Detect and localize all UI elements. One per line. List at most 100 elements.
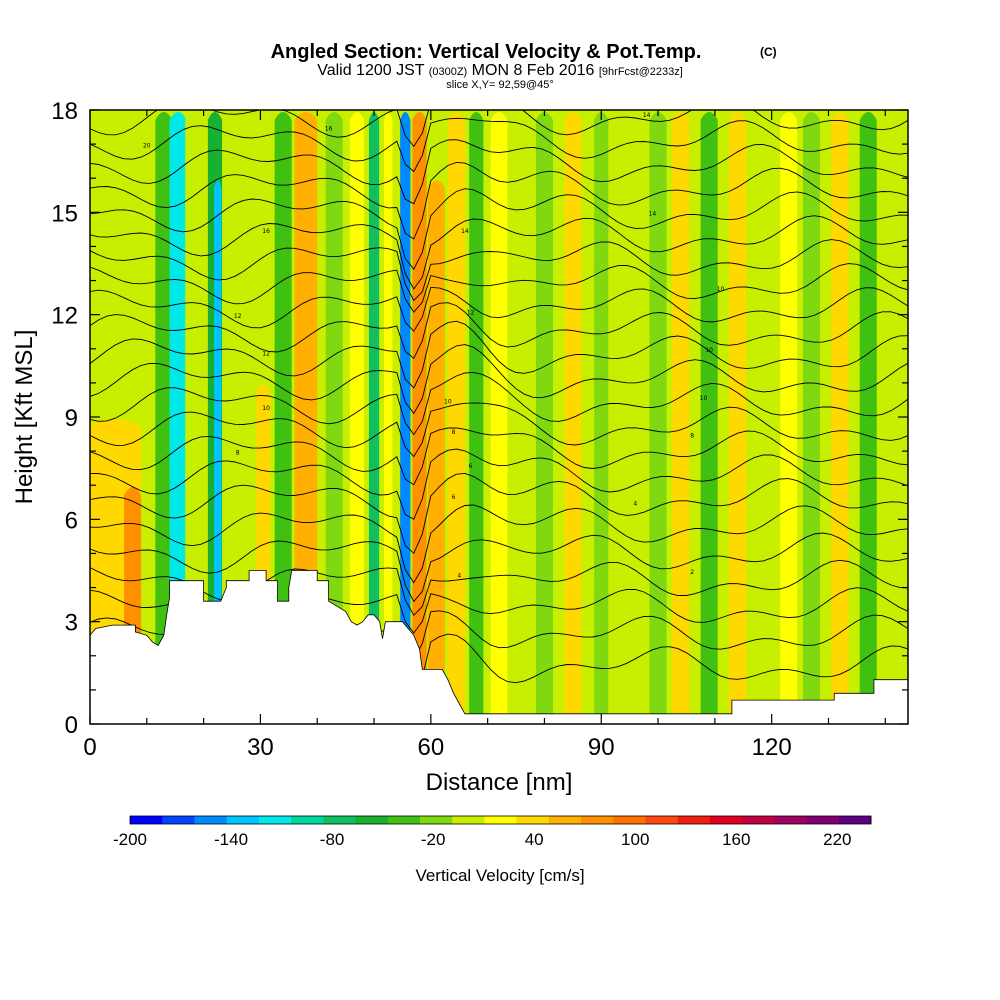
velocity-band-33 [802, 112, 820, 724]
y-tick-label: 0 [65, 712, 78, 739]
y-axis-title: Height [Kft MSL] [11, 330, 38, 505]
velocity-band-23 [535, 112, 553, 724]
terrain [90, 570, 908, 724]
velocity-band-22 [513, 112, 531, 724]
y-tick-label: 15 [51, 200, 78, 227]
contour-label-3: 16 [262, 228, 270, 235]
colorbar-swatch [419, 816, 453, 824]
isentrope-line-16 [90, 239, 908, 302]
isentrope-line-15 [90, 263, 908, 313]
slice-text: slice X,Y= 92,59@45° [446, 79, 554, 91]
colorbar-swatch [709, 816, 743, 824]
colorbar-swatch [355, 816, 389, 824]
x-tick-label: 30 [247, 734, 274, 761]
velocity-band-4 [169, 112, 187, 724]
colorbar-swatch [645, 816, 679, 824]
colorbar-swatch [677, 816, 711, 824]
colorbar-swatch [130, 816, 163, 824]
chart-title: Angled Section: Vertical Velocity & Pot.… [271, 41, 702, 63]
velocity-band-32 [780, 112, 798, 724]
colorbar-tick-label: -140 [214, 830, 248, 849]
x-tick-label: 120 [752, 734, 792, 761]
velocity-band-30 [729, 112, 747, 724]
contour-label-20: 4 [457, 572, 461, 579]
colorbar-swatch [452, 816, 485, 824]
velocity-band-18 [427, 180, 446, 724]
colorbar-swatch [291, 816, 324, 824]
contour-label-0: 20 [143, 143, 151, 150]
terrain-fill [90, 570, 908, 724]
colorbar-swatch [258, 816, 292, 824]
colorbar-title: Vertical Velocity [cm/s] [415, 866, 584, 885]
velocity-band-28 [672, 112, 690, 724]
velocity-band-35 [859, 112, 877, 724]
isentrope-line-19 [90, 161, 908, 240]
velocity-band-3 [155, 112, 173, 724]
isentrope-line-14 [90, 286, 908, 332]
y-tick-label: 12 [51, 303, 78, 330]
contour-label-19: 4 [633, 501, 637, 508]
velocity-band-24 [564, 112, 582, 724]
velocity-band-5 [185, 112, 200, 724]
isentrope-line-11 [90, 344, 908, 415]
colorbar-swatch [516, 816, 550, 824]
contour-label-13: 10 [700, 395, 708, 402]
colorbar-tick-label: 100 [621, 830, 649, 849]
y-tick-label: 9 [65, 405, 78, 432]
velocity-band-15 [383, 112, 393, 724]
contour-label-9: 12 [262, 351, 270, 358]
isentrope-line-17 [90, 215, 908, 290]
subtitle-utc: (0300Z) [429, 66, 468, 78]
velocity-band-31 [751, 112, 769, 724]
subtitle-valid: Valid 1200 JST [317, 62, 425, 79]
isentrope-line-10 [90, 371, 908, 436]
colorbar-tick-label: 220 [823, 830, 851, 849]
isentrope-line-12 [90, 320, 908, 389]
x-axis-title: Distance [nm] [426, 769, 573, 796]
velocity-band-8 [229, 112, 247, 724]
colorbar-swatch [194, 816, 228, 824]
colorbar-swatch [774, 816, 808, 824]
isentrope-line-7 [90, 448, 908, 520]
colorbar-swatch [162, 816, 195, 824]
velocity-band-26 [621, 112, 639, 724]
contour-label-14: 8 [236, 450, 240, 457]
isentrope-line-21 [90, 117, 908, 173]
colorbar-swatch [323, 816, 357, 824]
contour-label-15: 8 [452, 429, 456, 436]
chart-title-unit: (C) [760, 45, 777, 59]
y-tick-label: 18 [51, 98, 78, 125]
contour-label-11: 10 [262, 405, 270, 412]
colorbar: -200 -140 -80 -20 40 100 160 220 [113, 815, 872, 849]
y-tick-label: 3 [65, 610, 78, 637]
colorbar-tick-label: -200 [113, 830, 147, 849]
colorbar-swatch [548, 816, 582, 824]
isentrope-line-22 [90, 110, 908, 148]
contour-label-7: 12 [467, 310, 475, 317]
x-tick-label: 60 [417, 734, 444, 761]
y-tick-label: 6 [65, 507, 78, 534]
contour-label-1: 16 [325, 125, 333, 132]
colorbar-swatch [613, 816, 646, 824]
colorbar-swatch [226, 816, 260, 824]
velocity-band-29 [700, 112, 718, 724]
isentrope-line-6 [90, 472, 908, 555]
contour-label-16: 8 [690, 432, 694, 439]
velocity-band-13 [349, 112, 365, 724]
colorbar-tick-label: -80 [320, 830, 345, 849]
contour-label-10: 10 [705, 347, 713, 354]
isentrope-line-4 [90, 532, 908, 603]
x-tick-label: 0 [83, 734, 96, 761]
y-axis: 0 3 6 9 12 15 18 [51, 98, 908, 739]
subtitle-date: MON 8 Feb 2016 [472, 62, 595, 79]
contour-label-5: 14 [649, 211, 657, 218]
contour-label-6: 12 [234, 313, 242, 320]
colorbar-swatch [581, 816, 614, 824]
velocity-band-27 [649, 112, 667, 724]
x-axis: 0 30 60 90 120 [83, 110, 886, 761]
isentrope-line-5 [90, 504, 908, 584]
velocity-band-19 [447, 112, 465, 724]
isentrope-line-8 [90, 427, 908, 486]
velocity-band-36 [882, 112, 900, 724]
